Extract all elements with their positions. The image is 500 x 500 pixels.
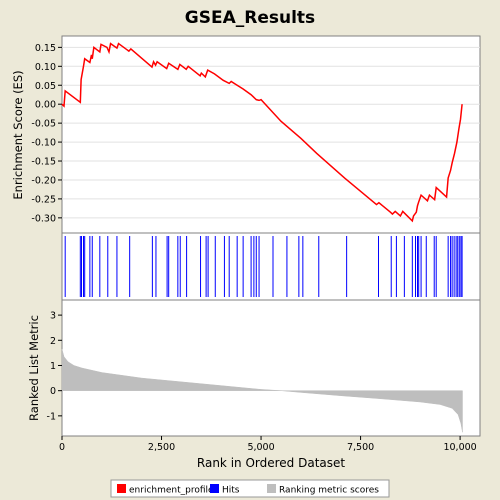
ranking-y-ticks: 3 2 1 0 -1 <box>47 311 62 422</box>
enrichment-y-axis-label: Enrichment Score (ES) <box>11 70 25 199</box>
hit-marks <box>64 236 463 297</box>
ranking-metric-area <box>61 349 463 433</box>
x-tick-label: 5,000 <box>247 442 274 453</box>
enrichment-y-tick-label: 0.00 <box>35 100 56 111</box>
enrichment-plot-area <box>61 35 481 234</box>
legend-swatch-enrichment-profile <box>117 484 126 493</box>
legend: enrichment_profile Hits Ranking metric s… <box>110 479 390 498</box>
enrichment-y-tick-label: -0.25 <box>31 194 56 205</box>
ranking-y-tick-label: -1 <box>47 411 56 422</box>
enrichment-y-ticks: 0.15 0.10 0.05 0.00 -0.05 -0.10 -0.15 -0.20 -0.2… <box>31 43 62 224</box>
legend-box <box>110 479 390 498</box>
enrichment-y-tick-label: 0.10 <box>35 62 56 73</box>
ranking-y-tick-label: 3 <box>50 311 56 322</box>
enrichment-y-tick-label: -0.10 <box>31 138 56 149</box>
legend-label-enrichment-profile: enrichment_profile <box>129 486 214 496</box>
enrichment-y-tick-label: -0.20 <box>31 175 56 186</box>
ranking-plot-area <box>61 299 481 437</box>
x-tick-label: 2,500 <box>148 442 175 453</box>
ranking-panel: 3 2 1 0 -1 Ranked List Metric <box>27 299 481 437</box>
chart-title: GSEA_Results <box>185 8 315 28</box>
ranking-y-axis-label: Ranked List Metric <box>27 315 41 421</box>
enrichment-panel: 0.15 0.10 0.05 0.00 -0.05 -0.10 -0.15 -0.20 -0.2… <box>11 35 481 234</box>
enrichment-y-tick-label: 0.15 <box>35 43 56 54</box>
x-tick-label: 10,000 <box>443 442 476 453</box>
x-axis-label: Rank in Ordered Dataset <box>197 456 345 470</box>
enrichment-y-tick-label: -0.05 <box>31 119 56 130</box>
x-ticks: 0 2,500 5,000 7,500 10,000 <box>59 436 477 453</box>
enrichment-profile-line <box>61 42 463 223</box>
enrichment-y-tick-label: -0.15 <box>31 157 56 168</box>
ranking-y-tick-label: 1 <box>50 361 56 372</box>
legend-swatch-ranking <box>267 484 276 493</box>
hits-panel <box>61 232 481 301</box>
x-tick-label: 7,500 <box>347 442 374 453</box>
x-tick-label: 0 <box>59 442 65 453</box>
legend-label-hits: Hits <box>222 486 240 496</box>
enrichment-grid <box>62 46 480 219</box>
ranking-y-tick-label: 2 <box>50 336 56 347</box>
legend-label-ranking: Ranking metric scores <box>279 486 379 496</box>
enrichment-y-tick-label: -0.30 <box>31 213 56 224</box>
ranking-y-tick-label: 0 <box>50 386 56 397</box>
legend-swatch-hits <box>210 484 219 493</box>
enrichment-y-tick-label: 0.05 <box>35 81 56 92</box>
hits-plot-area <box>61 232 481 301</box>
